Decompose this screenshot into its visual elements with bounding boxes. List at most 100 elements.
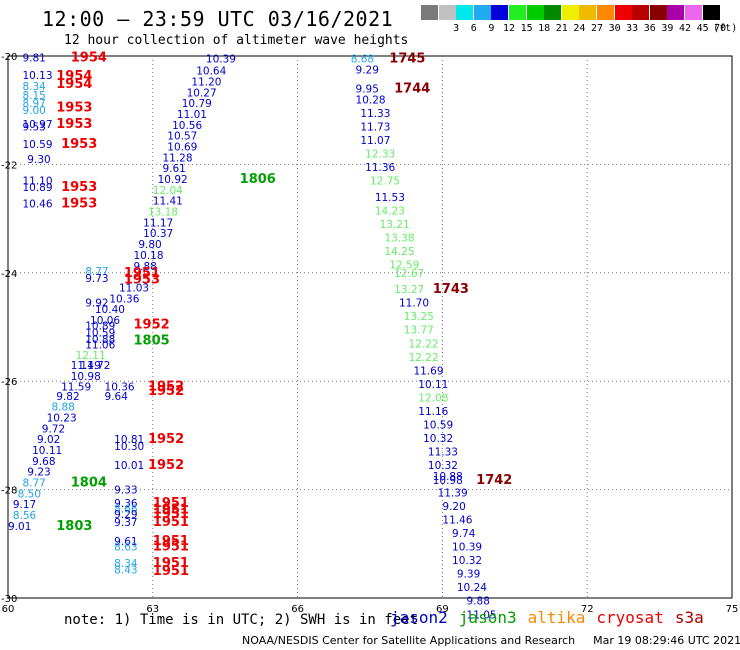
units-note: note: 1) Time is in UTC; 2) SWH is in fe… (64, 612, 419, 628)
pass-time-label: 1951 (124, 266, 160, 281)
scale-tick-label: 3 (453, 23, 460, 34)
wave-height-label: 10.11 (32, 445, 62, 457)
scale-swatch (702, 5, 720, 20)
wave-height-label: 11.69 (413, 365, 443, 377)
wave-height-label: 11.17 (143, 217, 173, 229)
wave-height-label: 10.98 (71, 371, 101, 383)
pass-time-label: 1951 (153, 534, 189, 549)
wave-height-label: 10.64 (196, 66, 226, 78)
wave-height-label: 11.46 (442, 514, 472, 526)
wave-height-label: 9.88 (133, 261, 156, 273)
wave-height-label: 9.20 (442, 501, 465, 513)
y-tick-label: -30 (1, 594, 17, 605)
wave-height-label: 8.34 (114, 558, 138, 570)
wave-height-label: 10.40 (95, 304, 125, 316)
chart-title: 12:00 – 23:59 UTC 03/16/2021 (42, 7, 394, 31)
wave-height-label: 10.56 (172, 120, 202, 132)
scale-swatch (614, 5, 632, 20)
scale-tick-label: 33 (626, 23, 639, 34)
wave-height-label: 12.22 (409, 352, 439, 364)
wave-height-label: 9.88 (467, 596, 490, 608)
wave-height-label: 9.61 (114, 536, 137, 548)
wave-height-label: 10.18 (133, 250, 163, 262)
wave-height-label: 10.59 (423, 420, 453, 432)
wave-height-label: 8.88 (51, 402, 74, 414)
plot-frame (7, 55, 733, 599)
legend-jason2: jason2 (390, 608, 448, 627)
wave-height-label: 9.01 (8, 521, 31, 533)
wave-height-label: 8.66 (114, 504, 138, 516)
wave-height-label: 12.11 (76, 350, 106, 362)
scale-tick-label: 12 (502, 23, 516, 34)
wave-height-label: 9.81 (22, 53, 45, 65)
scale-tick-label: 36 (643, 23, 656, 34)
satellite-legend: jason2 jason3 altika cryosat s3a (390, 608, 715, 627)
scale-swatch (685, 5, 702, 20)
y-tick-label: -28 (1, 486, 17, 497)
scale-swatch (579, 5, 597, 20)
wave-height-label: 13.21 (380, 219, 410, 231)
wave-height-label: 11.10 (22, 176, 52, 188)
wave-height-label: 10.59 (85, 327, 115, 339)
scale-tick-label: 21 (555, 23, 568, 34)
pass-time-label: 1954 (56, 77, 92, 92)
wave-height-label: 8.77 (22, 478, 45, 490)
wave-height-label: 9.29 (356, 65, 379, 77)
scale-swatch (456, 5, 474, 20)
pass-time-label: 1743 (433, 282, 469, 297)
scale-swatch (526, 5, 544, 20)
scale-swatch (544, 5, 562, 20)
wave-height-label: 11.53 (375, 192, 405, 204)
wave-height-label: 8.34 (22, 81, 46, 93)
wave-height-label: 10.23 (47, 413, 77, 425)
wave-height-label: 10.89 (85, 320, 115, 332)
wave-height-label: 9.72 (42, 423, 65, 435)
wave-height-label: 9.02 (37, 434, 60, 446)
scale-swatch (473, 5, 491, 20)
wave-height-label: 9.92 (85, 298, 108, 310)
wave-height-label: 8.68 (351, 54, 374, 66)
scale-tick-label: 30 (608, 23, 621, 34)
scale-tick-label: 6 (470, 23, 477, 34)
scale-tick-label: 39 (661, 23, 674, 34)
pass-time-label: 1952 (148, 384, 184, 399)
footer: NOAA/NESDIS Center for Satellite Applica… (242, 634, 740, 647)
legend-altika: altika (527, 608, 586, 627)
wave-height-label: 11.39 (438, 487, 468, 499)
wave-height-label: 11.05 (467, 609, 497, 621)
wave-height-label: 9.33 (114, 485, 137, 497)
wave-height-label: 11.59 (61, 382, 91, 394)
wave-height-label: 9.30 (27, 154, 50, 166)
pass-time-label: 1952 (148, 458, 184, 473)
y-tick-label: -24 (1, 269, 17, 280)
wave-height-label: 14.25 (384, 246, 414, 258)
wave-height-label: 11.07 (360, 135, 390, 147)
wave-height-label: 11.33 (360, 108, 390, 120)
scale-swatch (491, 5, 509, 20)
wave-height-label: 12.75 (370, 176, 400, 188)
wave-height-label: 9.73 (85, 273, 108, 285)
x-tick-label: 60 (2, 604, 15, 615)
scale-tick-label: 45 (696, 23, 709, 34)
pass-time-label: 1953 (56, 117, 92, 132)
scale-tick-label: 70 (714, 23, 727, 34)
wave-height-label: 12.33 (365, 149, 395, 161)
wave-height-label: 9.17 (13, 499, 36, 511)
scale-tick-label: 27 (590, 23, 604, 34)
x-tick-label: 66 (291, 604, 304, 615)
pass-time-label: 1951 (153, 507, 189, 522)
wave-height-label: 10.79 (182, 98, 212, 110)
wave-height-label: 9.36 (114, 498, 138, 510)
pass-time-label: 1952 (148, 380, 184, 395)
pass-time-label: 1803 (56, 519, 92, 534)
wave-height-label: 12.22 (409, 338, 439, 350)
x-tick-label: 69 (436, 604, 449, 615)
wave-height-label: 9.82 (56, 391, 79, 403)
wave-height-label: 8.97 (22, 98, 45, 110)
wave-height-label: 11.03 (119, 282, 149, 294)
wave-height-label: 10.13 (22, 70, 52, 82)
wave-height-label: 10.11 (418, 379, 448, 391)
wave-height-label: 8.43 (114, 564, 137, 576)
wave-height-label: 9.64 (105, 391, 129, 403)
wave-height-label: 10.89 (22, 182, 52, 194)
